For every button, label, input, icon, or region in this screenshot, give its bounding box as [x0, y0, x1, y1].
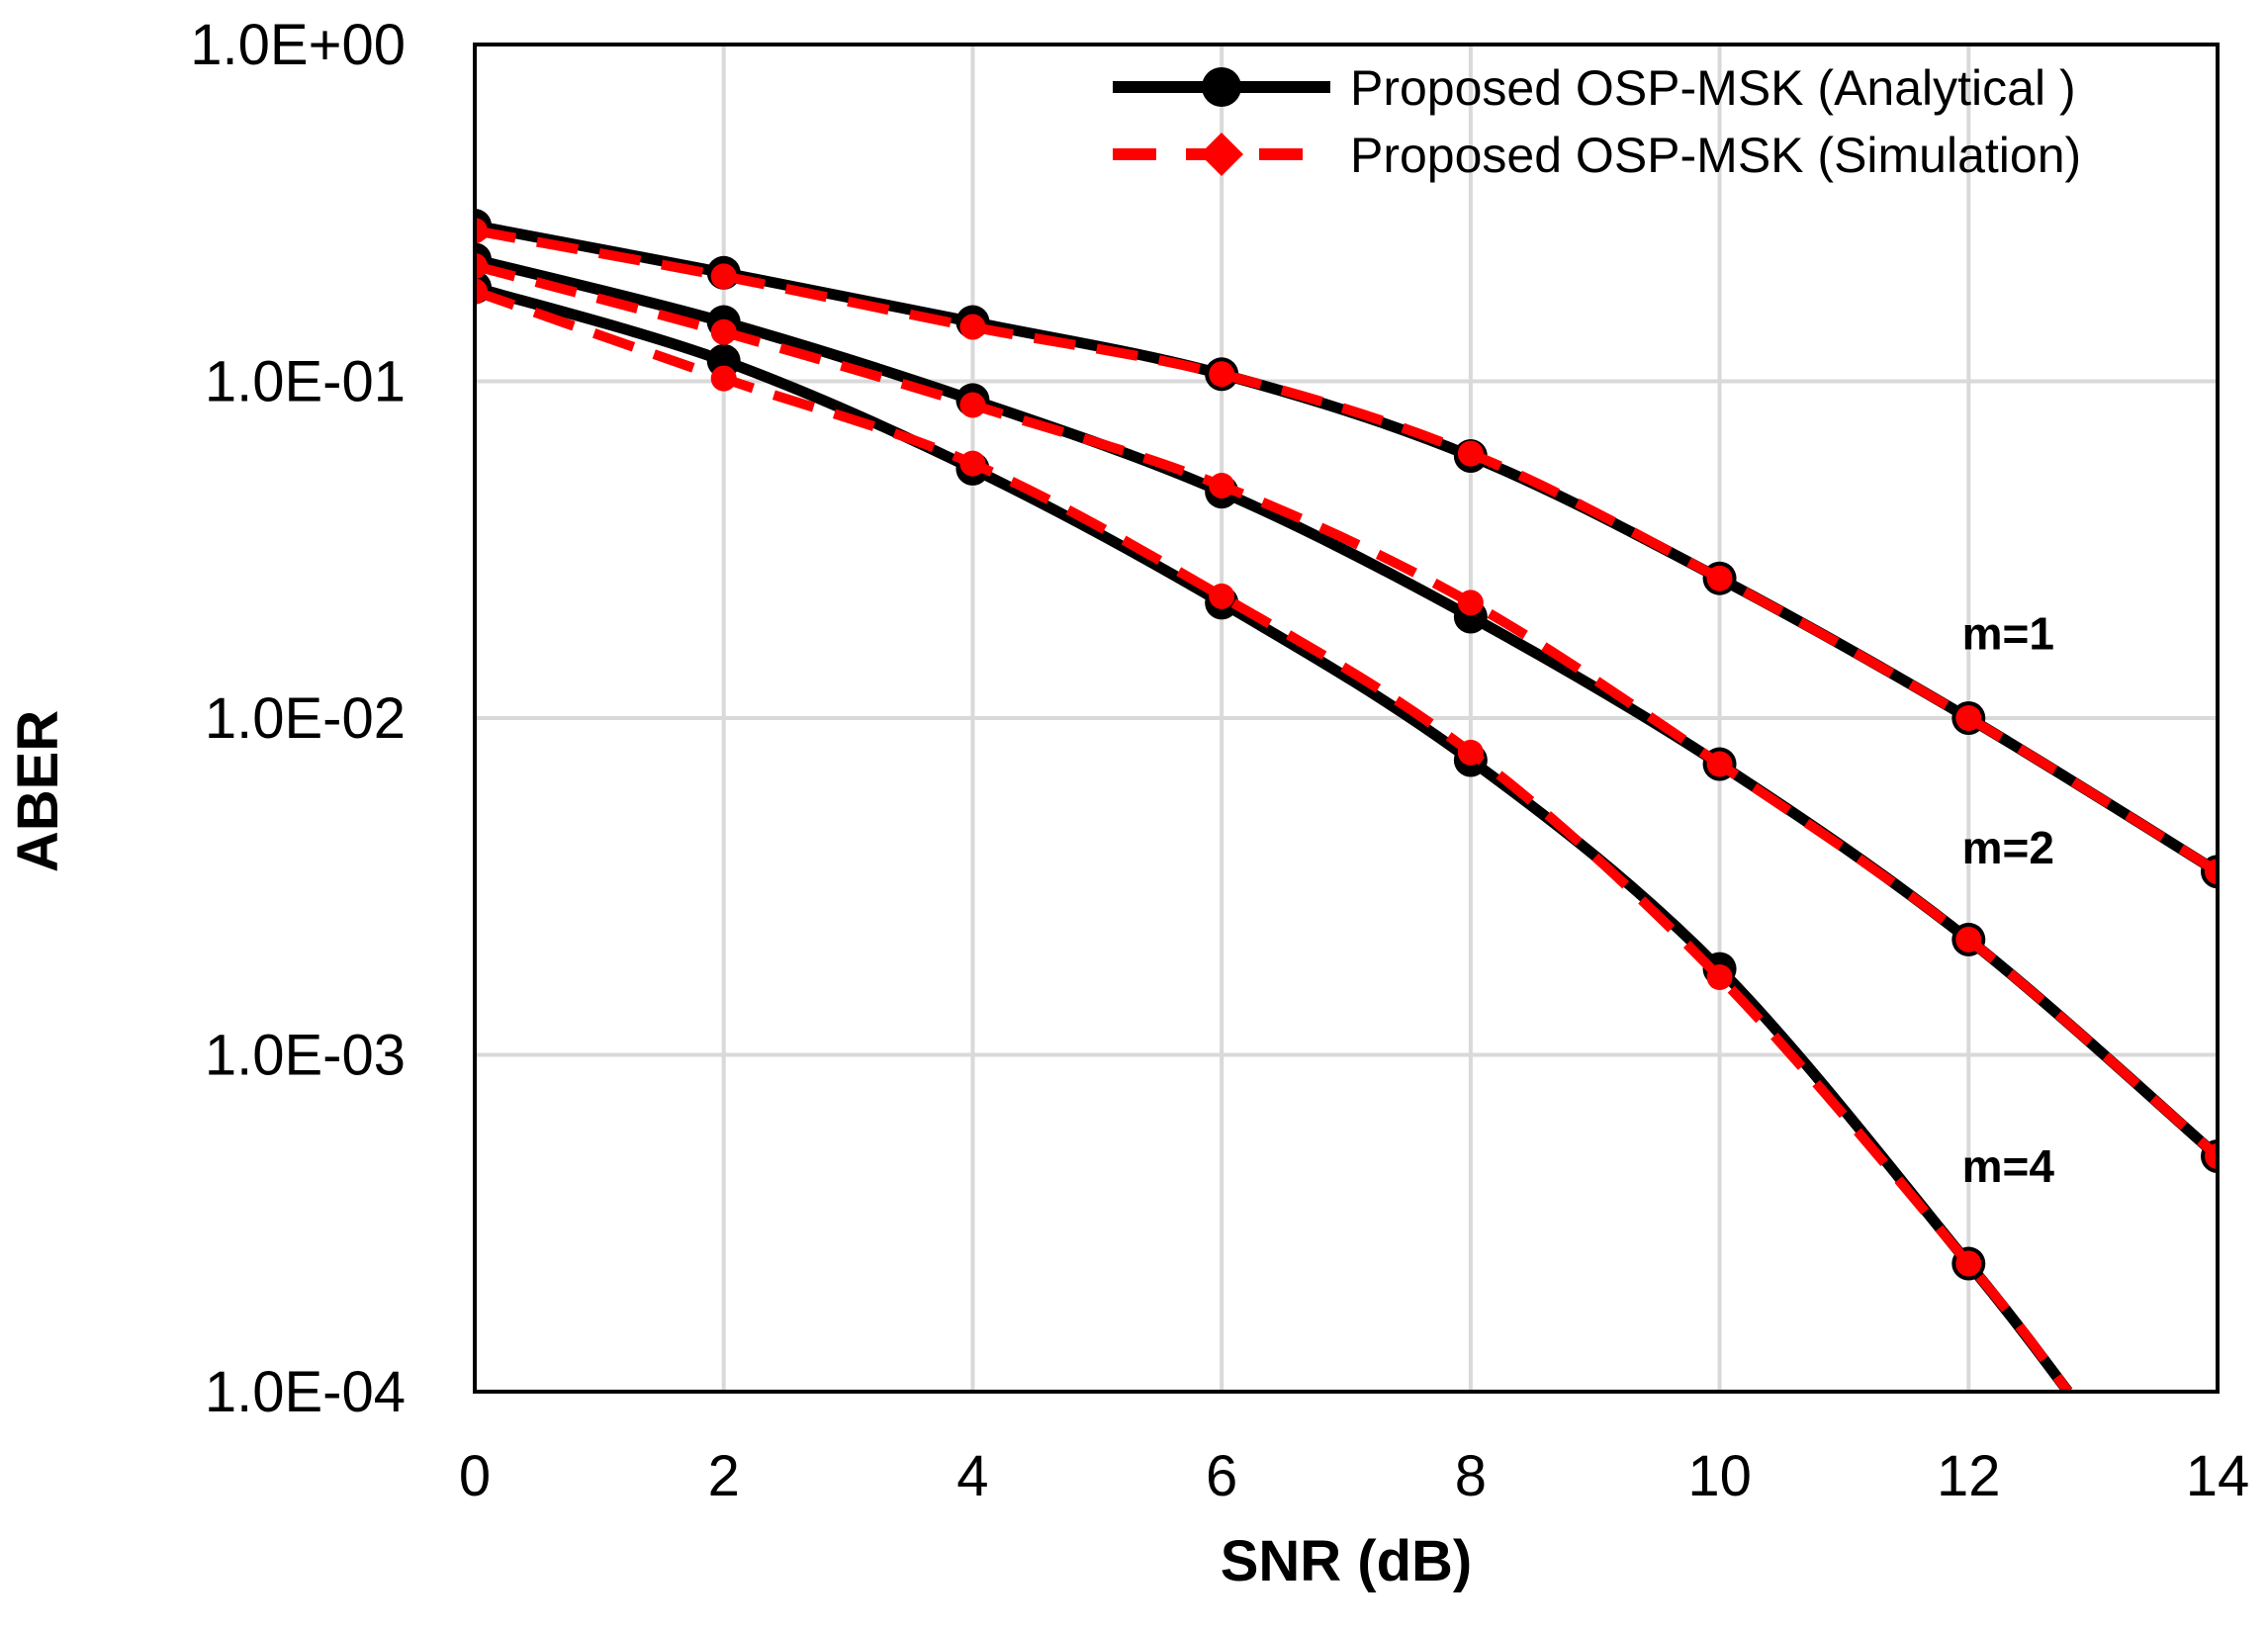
simulation-line-m1: [475, 226, 2218, 876]
x-tick-label: 6: [1206, 1444, 1237, 1508]
simulation-point: [959, 314, 986, 340]
legend-simulation-marker: [1200, 133, 1243, 176]
y-tick-label: 1.0E-04: [205, 1360, 406, 1424]
simulation-point: [1209, 361, 1235, 388]
curve-label-m4: m=4: [1962, 1140, 2055, 1192]
simulation-point: [1955, 926, 1982, 952]
simulation-point: [1457, 739, 1484, 766]
simulation-point: [1955, 705, 1982, 731]
curve-annotations: m=1 m=2 m=4: [1962, 607, 2055, 1191]
curve-label-m1: m=1: [1962, 607, 2054, 659]
y-tick-label: 1.0E-02: [205, 686, 406, 751]
legend: Proposed OSP-MSK (Analytical ) Proposed O…: [1113, 60, 2081, 183]
x-tick-label: 2: [708, 1444, 740, 1508]
simulation-point: [1706, 565, 1733, 591]
simulation-point: [710, 365, 737, 392]
y-axis-title: ABER: [6, 710, 70, 872]
simulation-point: [475, 218, 488, 244]
x-tick-label: 8: [1455, 1444, 1487, 1508]
simulation-point: [1955, 1250, 1982, 1277]
simulation-point: [2205, 1143, 2218, 1169]
y-tick-label: 1.0E-03: [205, 1024, 406, 1088]
simulation-point: [475, 278, 488, 305]
simulation-point: [1209, 583, 1235, 609]
x-tick-label: 12: [1937, 1444, 2001, 1508]
x-axis-title: SNR (dB): [1221, 1529, 1473, 1593]
series-lines: [475, 209, 2218, 1394]
simulation-point: [1706, 751, 1733, 777]
curve-label-m2: m=2: [1962, 822, 2054, 873]
simulation-point: [959, 450, 986, 477]
simulation-point: [959, 392, 986, 418]
simulation-point: [710, 318, 737, 345]
legend-analytical-marker: [1202, 67, 1241, 107]
plot-area-frame: [473, 43, 2220, 1394]
y-tick-label: 1.0E+00: [190, 13, 406, 77]
series-simulation-m1: [475, 218, 2218, 885]
series-simulation-m4: [475, 278, 2072, 1394]
x-tick-label: 14: [2186, 1444, 2250, 1508]
simulation-point: [1457, 440, 1484, 467]
simulation-point: [1457, 589, 1484, 616]
y-tick-label: 1.0E-01: [205, 350, 406, 414]
simulation-point: [1209, 472, 1235, 499]
series-simulation-m2: [475, 252, 2218, 1169]
simulation-point: [475, 252, 488, 279]
x-tick-label: 0: [459, 1444, 491, 1508]
legend-simulation-label: Proposed OSP-MSK (Simulation): [1350, 128, 2081, 183]
legend-analytical-label: Proposed OSP-MSK (Analytical ): [1350, 60, 2076, 116]
simulation-point: [2205, 859, 2218, 885]
x-tick-label: 4: [956, 1444, 988, 1508]
simulation-line-m4: [475, 286, 2072, 1394]
x-tick-label: 10: [1687, 1444, 1752, 1508]
axis-tick-labels: 0 2 4 6 8 10 12 14 1.0E+00 1.0E-01 1.0E-02 1.0E-03 1…: [190, 13, 2249, 1508]
simulation-point: [710, 263, 737, 290]
simulation-point: [1706, 964, 1733, 991]
analytical-line-m4: [475, 282, 2073, 1394]
